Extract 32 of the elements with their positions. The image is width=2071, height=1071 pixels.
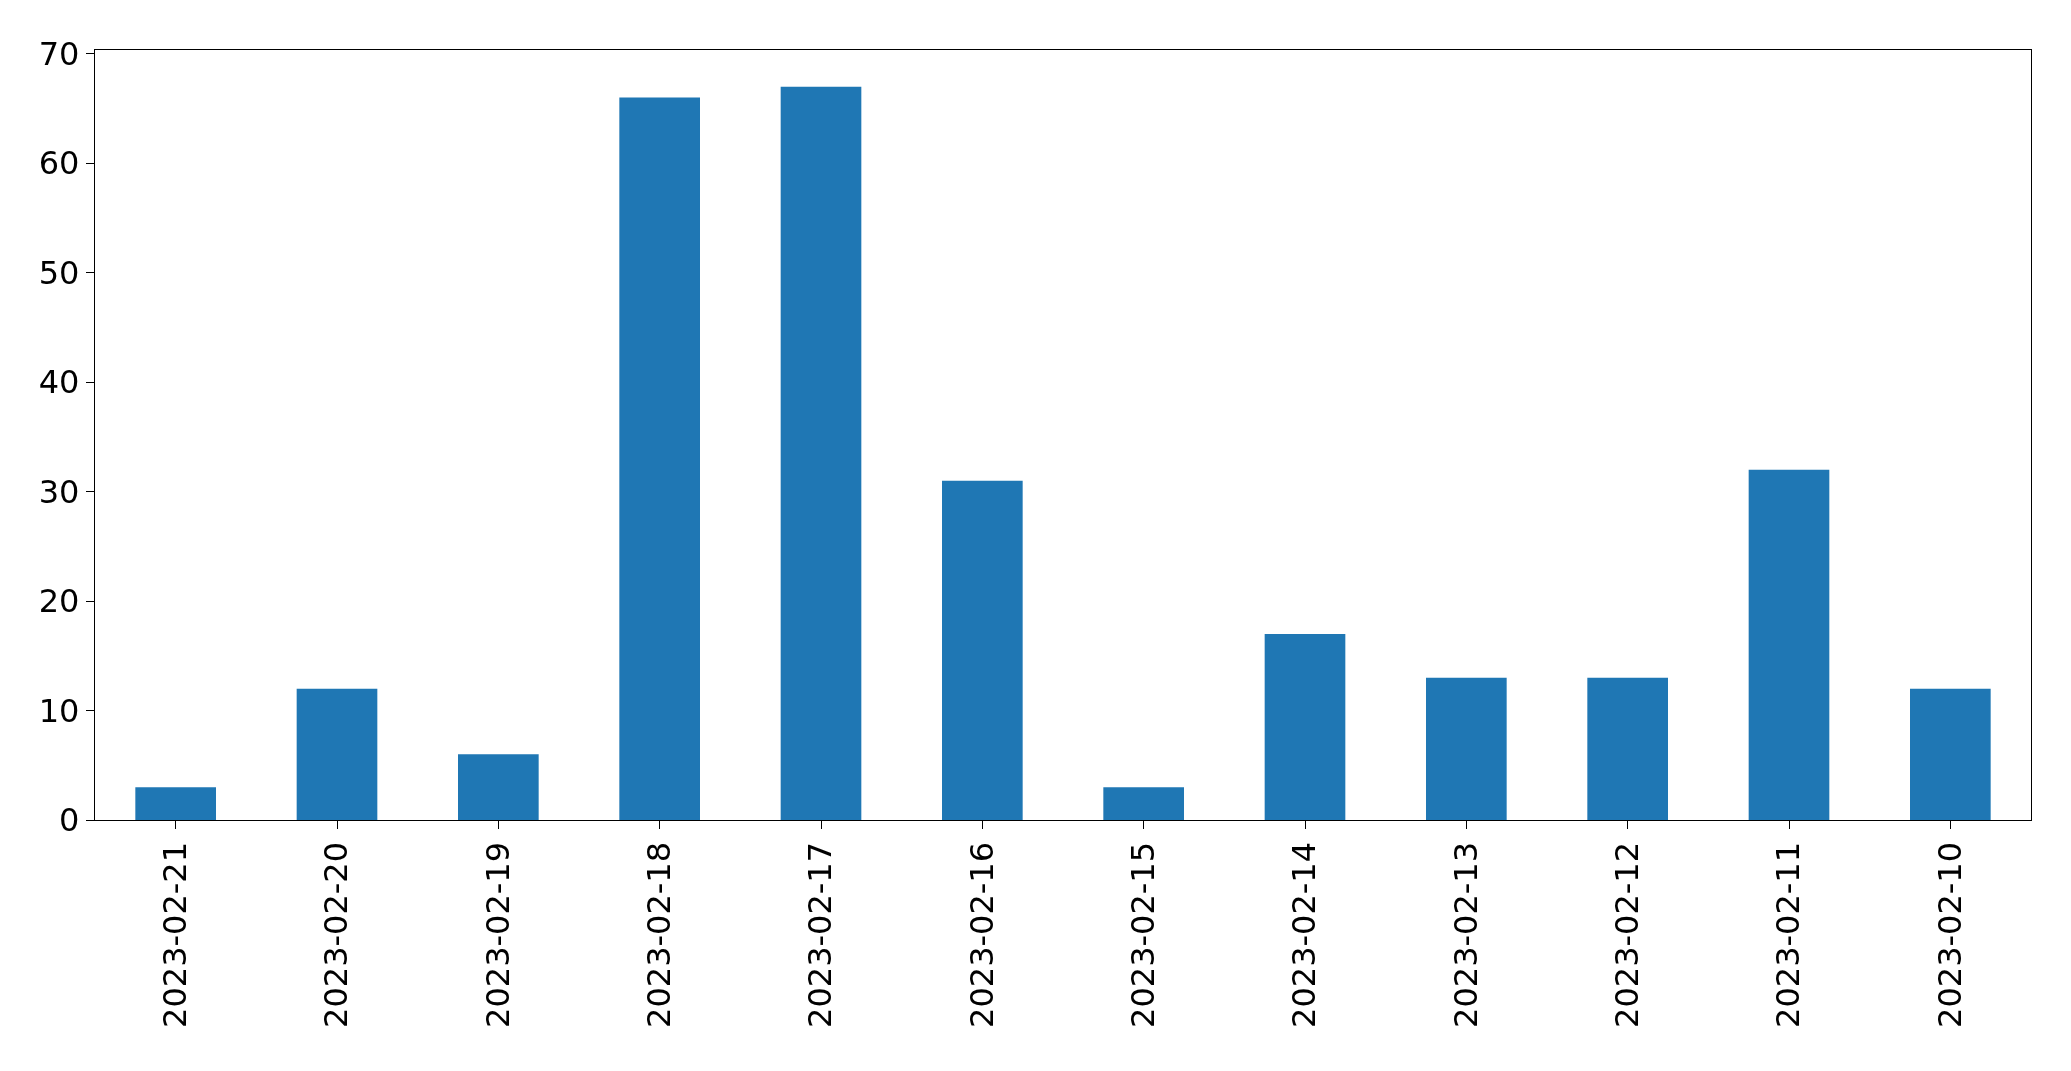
bar — [458, 754, 539, 820]
y-tick-label: 70 — [38, 35, 80, 74]
bar — [135, 787, 216, 820]
bar — [1264, 633, 1346, 820]
x-tick-label: 2023-02-16 — [962, 841, 1001, 1028]
x-tick-label: 2023-02-10 — [1930, 841, 1969, 1028]
x-tick-label: 2023-02-11 — [1769, 841, 1808, 1028]
bar — [619, 97, 700, 820]
y-tick-label: 60 — [38, 144, 80, 183]
y-tick-label: 50 — [38, 253, 80, 292]
bar — [780, 86, 862, 820]
x-tick-label: 2023-02-14 — [1285, 841, 1324, 1028]
bar — [296, 688, 378, 820]
y-tick-label: 10 — [38, 691, 80, 730]
x-tick-label: 2023-02-20 — [317, 841, 356, 1028]
x-tick-label: 2023-02-18 — [640, 841, 679, 1028]
bar — [1910, 688, 1991, 820]
y-tick-label: 30 — [38, 472, 80, 511]
x-tick-label: 2023-02-19 — [478, 841, 517, 1028]
bar — [942, 480, 1023, 820]
x-tick-label: 2023-02-17 — [801, 841, 840, 1028]
y-tick-label: 40 — [38, 363, 80, 402]
x-tick-label: 2023-02-12 — [1608, 841, 1647, 1028]
x-tick-label: 2023-02-21 — [156, 841, 195, 1028]
bar — [1748, 469, 1830, 820]
bar — [1426, 677, 1507, 820]
x-tick-label: 2023-02-13 — [1446, 841, 1485, 1028]
y-tick-label: 20 — [38, 582, 80, 621]
bar — [1587, 677, 1668, 820]
bar — [1103, 787, 1184, 820]
x-tick-label: 2023-02-15 — [1124, 841, 1163, 1028]
y-tick-label: 0 — [59, 801, 80, 840]
